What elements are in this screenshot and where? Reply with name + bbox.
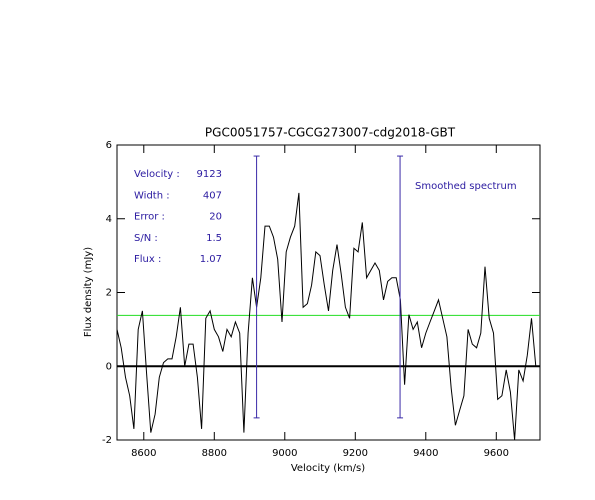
stat-label: S/N : [134,233,158,244]
x-axis-label: Velocity (km/s) [291,463,365,474]
x-tick-label: 8800 [202,448,227,459]
stat-value: 1.5 [206,233,222,244]
stat-label: Flux : [134,254,161,265]
annotation: Smoothed spectrum [415,181,517,192]
y-tick-label: 0 [106,361,112,372]
y-tick-label: 4 [106,214,112,225]
x-tick-label: 8600 [131,448,156,459]
stat-value: 20 [209,212,222,223]
y-tick-label: -2 [102,435,112,446]
x-tick-label: 9600 [484,448,509,459]
x-tick-label: 9200 [343,448,368,459]
y-tick-label: 6 [106,140,112,151]
stat-value: 9123 [197,169,222,180]
stat-label: Velocity : [134,169,180,180]
stat-value: 407 [203,190,222,201]
x-tick-label: 9000 [272,448,297,459]
stat-label: Error : [134,212,165,223]
y-axis-label: Flux density (mJy) [83,247,94,337]
chart-title: PGC0051757-CGCG273007-cdg2018-GBT [205,126,456,140]
stat-label: Width : [134,190,170,201]
stat-value: 1.07 [200,254,222,265]
y-tick-label: 2 [106,288,112,299]
x-tick-label: 9400 [413,448,438,459]
spectrum-line [116,192,540,441]
